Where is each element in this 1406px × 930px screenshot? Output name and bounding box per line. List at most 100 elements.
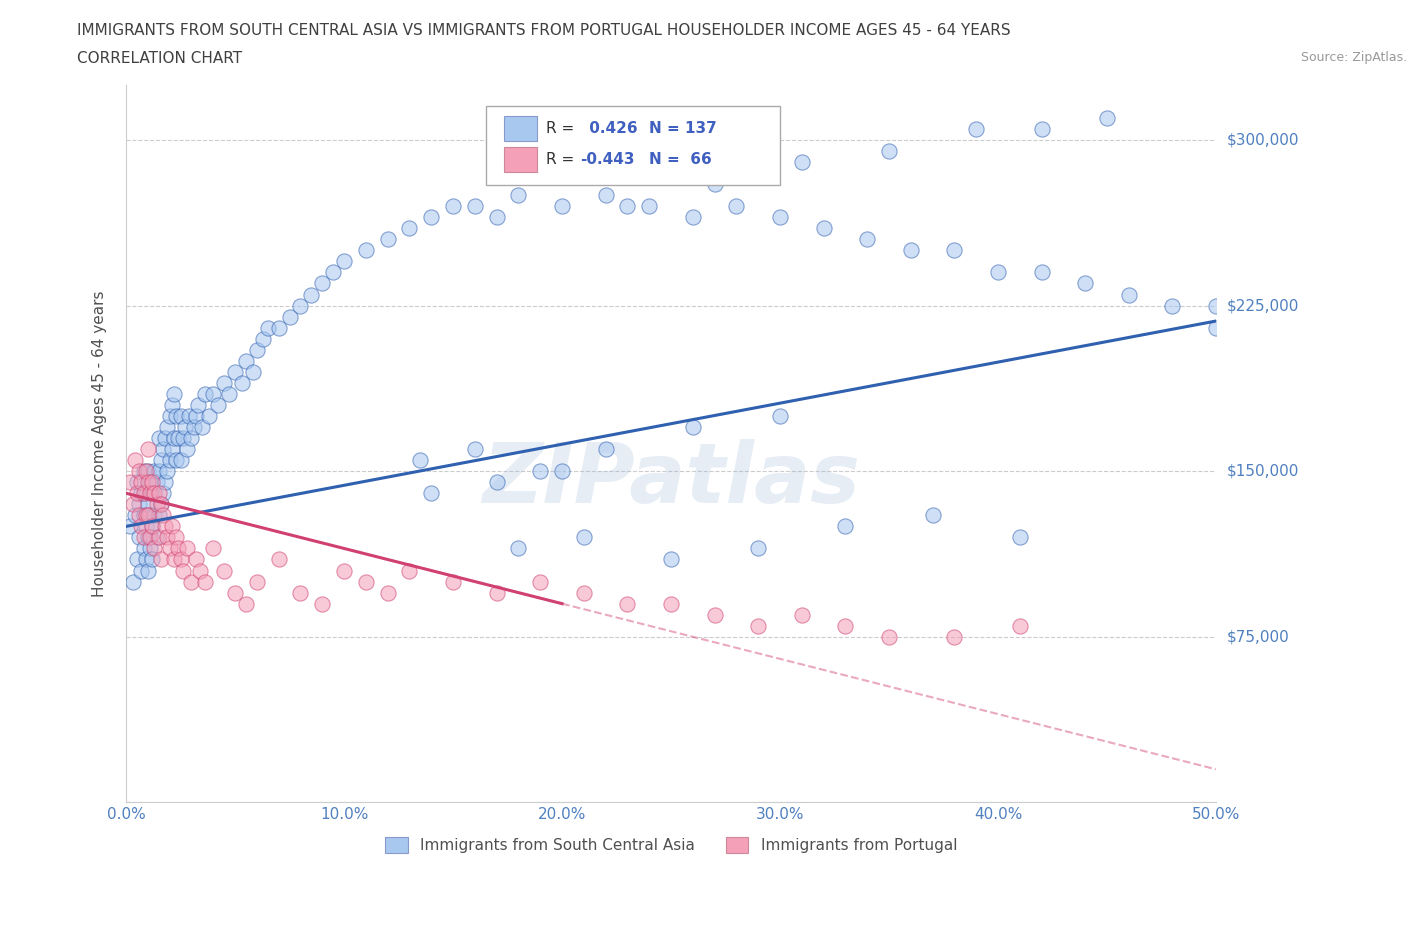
Point [139, 485, 162, 500]
Point [877, 630, 900, 644]
Point [311, 596, 333, 611]
Point [165, 530, 187, 545]
Point [180, 574, 202, 589]
Point [198, 408, 221, 423]
Point [135, 508, 157, 523]
Point [155, 519, 177, 534]
Point [207, 397, 229, 412]
Point [551, 199, 574, 214]
Point [311, 276, 333, 291]
Point [290, 585, 312, 600]
Text: R =: R = [546, 121, 574, 136]
Text: N =  66: N = 66 [650, 152, 711, 166]
Point [132, 464, 155, 479]
Point [725, 199, 748, 214]
Point [141, 475, 163, 490]
Point [136, 475, 159, 490]
Point [145, 475, 167, 490]
Point [790, 154, 813, 169]
Point [183, 419, 205, 434]
Point [135, 519, 157, 534]
Point [246, 574, 269, 589]
Point [121, 574, 143, 589]
Point [184, 408, 207, 423]
Point [148, 530, 170, 545]
Point [1118, 287, 1140, 302]
Point [135, 464, 157, 479]
Point [595, 188, 617, 203]
Point [485, 585, 508, 600]
Point [143, 464, 166, 479]
Point [148, 508, 170, 523]
Point [529, 464, 551, 479]
Point [132, 541, 155, 556]
Point [125, 552, 148, 567]
Point [128, 464, 150, 479]
Point [235, 596, 257, 611]
Point [682, 419, 704, 434]
Point [159, 453, 181, 468]
Point [139, 508, 162, 523]
Point [278, 309, 301, 324]
Point [659, 552, 682, 567]
Point [136, 508, 159, 523]
Point [659, 596, 682, 611]
Point [163, 387, 186, 402]
Point [165, 408, 187, 423]
Bar [505, 116, 537, 140]
Point [188, 563, 211, 578]
Point [121, 497, 143, 512]
Point [159, 408, 181, 423]
Point [149, 552, 172, 567]
Point [834, 519, 856, 534]
Point [128, 508, 150, 523]
Point [333, 563, 356, 578]
Point [943, 630, 966, 644]
Point [485, 475, 508, 490]
Legend: Immigrants from South Central Asia, Immigrants from Portugal: Immigrants from South Central Asia, Immi… [378, 831, 963, 859]
Point [152, 442, 174, 457]
Point [135, 485, 157, 500]
Point [1008, 618, 1031, 633]
Point [136, 530, 159, 545]
Point [191, 419, 214, 434]
Point [141, 519, 163, 534]
Point [141, 485, 163, 500]
Point [176, 442, 198, 457]
Point [167, 431, 190, 445]
Point [132, 530, 155, 545]
Point [169, 408, 191, 423]
Text: $150,000: $150,000 [1227, 464, 1299, 479]
Point [172, 431, 194, 445]
Point [120, 475, 142, 490]
Point [616, 199, 638, 214]
Text: 0.426: 0.426 [583, 121, 637, 136]
Point [638, 199, 661, 214]
Point [174, 419, 197, 434]
Point [187, 397, 209, 412]
Point [155, 431, 177, 445]
Point [398, 220, 420, 235]
Point [1161, 299, 1184, 313]
Point [377, 585, 399, 600]
Point [834, 618, 856, 633]
Point [124, 508, 146, 523]
Point [769, 210, 792, 225]
Point [169, 552, 191, 567]
Point [231, 376, 253, 391]
Point [485, 210, 508, 225]
Point [160, 442, 183, 457]
Point [267, 552, 290, 567]
Text: N = 137: N = 137 [650, 121, 717, 136]
Point [252, 331, 274, 346]
Point [149, 453, 172, 468]
Point [159, 541, 181, 556]
Point [143, 508, 166, 523]
Point [156, 419, 179, 434]
Point [176, 541, 198, 556]
Text: $225,000: $225,000 [1227, 298, 1299, 313]
Point [149, 497, 172, 512]
Point [202, 541, 225, 556]
Point [224, 585, 246, 600]
Point [202, 387, 225, 402]
